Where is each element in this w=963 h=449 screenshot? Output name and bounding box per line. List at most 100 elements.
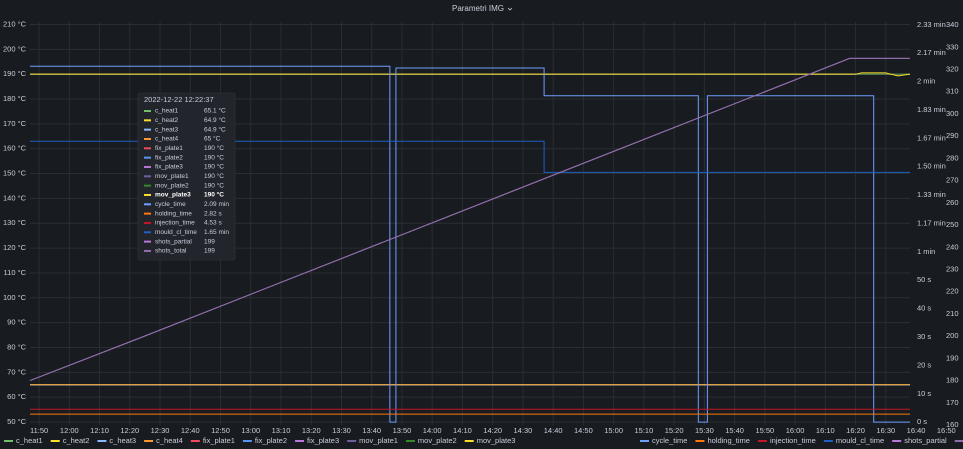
tooltip-name: c_heat1 — [155, 108, 179, 115]
x-tick-label: 12:50 — [211, 426, 230, 435]
tooltip-value: 4.53 s — [204, 220, 222, 227]
x-tick-label: 13:30 — [332, 426, 351, 435]
legend-label[interactable]: c_heat3 — [109, 436, 136, 445]
tooltip-name: holding_time — [155, 210, 192, 217]
x-tick-label: 14:00 — [423, 426, 442, 435]
x-tick-label: 13:00 — [241, 426, 260, 435]
y2-tick-label: 1.67 min — [917, 133, 946, 142]
x-tick-label: 16:50 — [937, 426, 956, 435]
tooltip-name: c_heat3 — [155, 126, 179, 133]
x-tick-label: 16:40 — [907, 426, 926, 435]
title-chevron[interactable] — [507, 7, 513, 11]
x-tick-label: 16:10 — [816, 426, 835, 435]
x-tick-label: 16:30 — [876, 426, 895, 435]
tooltip-name: fix_plate2 — [155, 154, 183, 161]
x-tick-label: 13:10 — [272, 426, 291, 435]
legend-label[interactable]: mould_cl_time — [836, 436, 884, 445]
legend-label[interactable]: c_heat4 — [156, 436, 183, 445]
x-tick-label: 14:20 — [483, 426, 502, 435]
y2-tick-label: 2.33 min — [917, 20, 946, 29]
tooltip-name: c_heat4 — [155, 136, 179, 143]
x-tick-label: 16:20 — [846, 426, 865, 435]
legend-label[interactable]: c_heat2 — [63, 436, 90, 445]
y2-tick-label: 30 s — [917, 332, 931, 341]
y-tick-label: 160 °C — [3, 144, 27, 153]
x-tick-label: 13:40 — [362, 426, 381, 435]
y-tick-label: 180 °C — [3, 94, 27, 103]
legend-label[interactable]: cycle_time — [652, 436, 687, 445]
legend-label[interactable]: fix_plate3 — [307, 436, 339, 445]
y2-tick-label: 0 s — [917, 417, 927, 426]
legend-label[interactable]: c_heat1 — [16, 436, 43, 445]
x-tick-label: 12:00 — [60, 426, 79, 435]
x-tick-label: 14:30 — [514, 426, 533, 435]
legend-label[interactable]: mov_plate2 — [418, 436, 457, 445]
y3-tick-label: 180 — [946, 376, 959, 385]
tooltip-value: 1.65 min — [204, 229, 229, 236]
tooltip-value: 190 °C — [204, 172, 224, 180]
legend: c_heat1 c_heat2 c_heat3 c_heat4 fix_plate1 fi… — [4, 436, 963, 445]
y-tick-label: 210 °C — [3, 19, 27, 28]
y2-tick-label: 50 s — [917, 275, 931, 284]
tooltip-time: 2022-12-22 12:22:37 — [144, 95, 214, 104]
y3-tick-label: 190 — [946, 353, 959, 362]
tooltip-name: mov_plate3 — [155, 192, 191, 199]
tooltip-value: 64.9 °C — [204, 125, 226, 133]
tooltip-value: 190 °C — [204, 153, 224, 161]
x-tick-label: 13:50 — [393, 426, 412, 435]
axes: 50 °C 60 °C 70 °C 80 °C 90 °C 100 °C 110 °C 120… — [3, 19, 959, 435]
tooltip-name: mov_plate2 — [155, 182, 189, 189]
y-tick-label: 130 °C — [3, 218, 27, 227]
legend-label[interactable]: mov_plate1 — [359, 436, 398, 445]
tooltip-value: 190 °C — [204, 191, 224, 199]
legend-label[interactable]: mov_plate3 — [477, 436, 516, 445]
legend-label[interactable]: shots_partial — [904, 436, 947, 445]
y2-tick-label: 1.33 min — [917, 190, 946, 199]
y2-tick-label: 1.83 min — [917, 105, 946, 114]
legend-label[interactable]: fix_plate1 — [203, 436, 235, 445]
y3-tick-label: 240 — [946, 242, 959, 251]
x-tick-label: 14:50 — [574, 426, 593, 435]
y2-tick-label: 20 s — [917, 360, 931, 369]
tooltip-value: 199 — [204, 238, 215, 245]
y3-tick-label: 270 — [946, 176, 959, 185]
y-tick-label: 50 °C — [7, 417, 26, 426]
legend-label[interactable]: holding_time — [707, 436, 750, 445]
tooltip-value: 190 °C — [204, 163, 224, 171]
x-tick-label: 15:50 — [755, 426, 774, 435]
tooltip-name: fix_plate1 — [155, 145, 183, 152]
y-tick-label: 90 °C — [7, 318, 26, 327]
x-tick-label: 12:20 — [120, 426, 139, 435]
tooltip-name: fix_plate3 — [155, 164, 183, 171]
panel-title[interactable]: Parametri IMG — [452, 4, 504, 13]
tooltip-name: mov_plate1 — [155, 173, 189, 180]
x-tick-label: 15:20 — [665, 426, 684, 435]
y2-tick-label: 2.17 min — [917, 48, 946, 57]
y3-tick-label: 160 — [946, 420, 959, 429]
x-tick-label: 15:00 — [604, 426, 623, 435]
y2-tick-label: 40 s — [917, 304, 931, 313]
tooltip-value: 2.09 min — [204, 201, 229, 208]
plot-lines — [29, 57, 911, 423]
y2-tick-label: 1.17 min — [917, 218, 946, 227]
tooltip-value: 190 °C — [204, 181, 224, 189]
x-tick-label: 12:40 — [181, 426, 200, 435]
tooltip-value: 199 — [204, 248, 215, 255]
x-tick-label: 12:10 — [90, 426, 109, 435]
y3-tick-label: 290 — [946, 131, 959, 140]
series-line — [30, 140, 910, 173]
tooltip-name: c_heat2 — [155, 117, 179, 124]
y3-tick-label: 210 — [946, 309, 959, 318]
tooltip-name: shots_total — [155, 248, 187, 255]
y3-tick-label: 170 — [946, 398, 959, 407]
legend-label[interactable]: injection_time — [770, 436, 816, 445]
x-tick-label: 15:10 — [634, 426, 653, 435]
x-tick-label: 14:10 — [453, 426, 472, 435]
tooltip-value: 2.82 s — [204, 210, 222, 217]
y-tick-label: 120 °C — [3, 243, 27, 252]
y3-tick-label: 250 — [946, 220, 959, 229]
y2-tick-label: 1.50 min — [917, 162, 946, 171]
legend-label[interactable]: fix_plate2 — [255, 436, 287, 445]
y-tick-label: 80 °C — [7, 342, 26, 351]
y-tick-label: 200 °C — [3, 44, 27, 53]
